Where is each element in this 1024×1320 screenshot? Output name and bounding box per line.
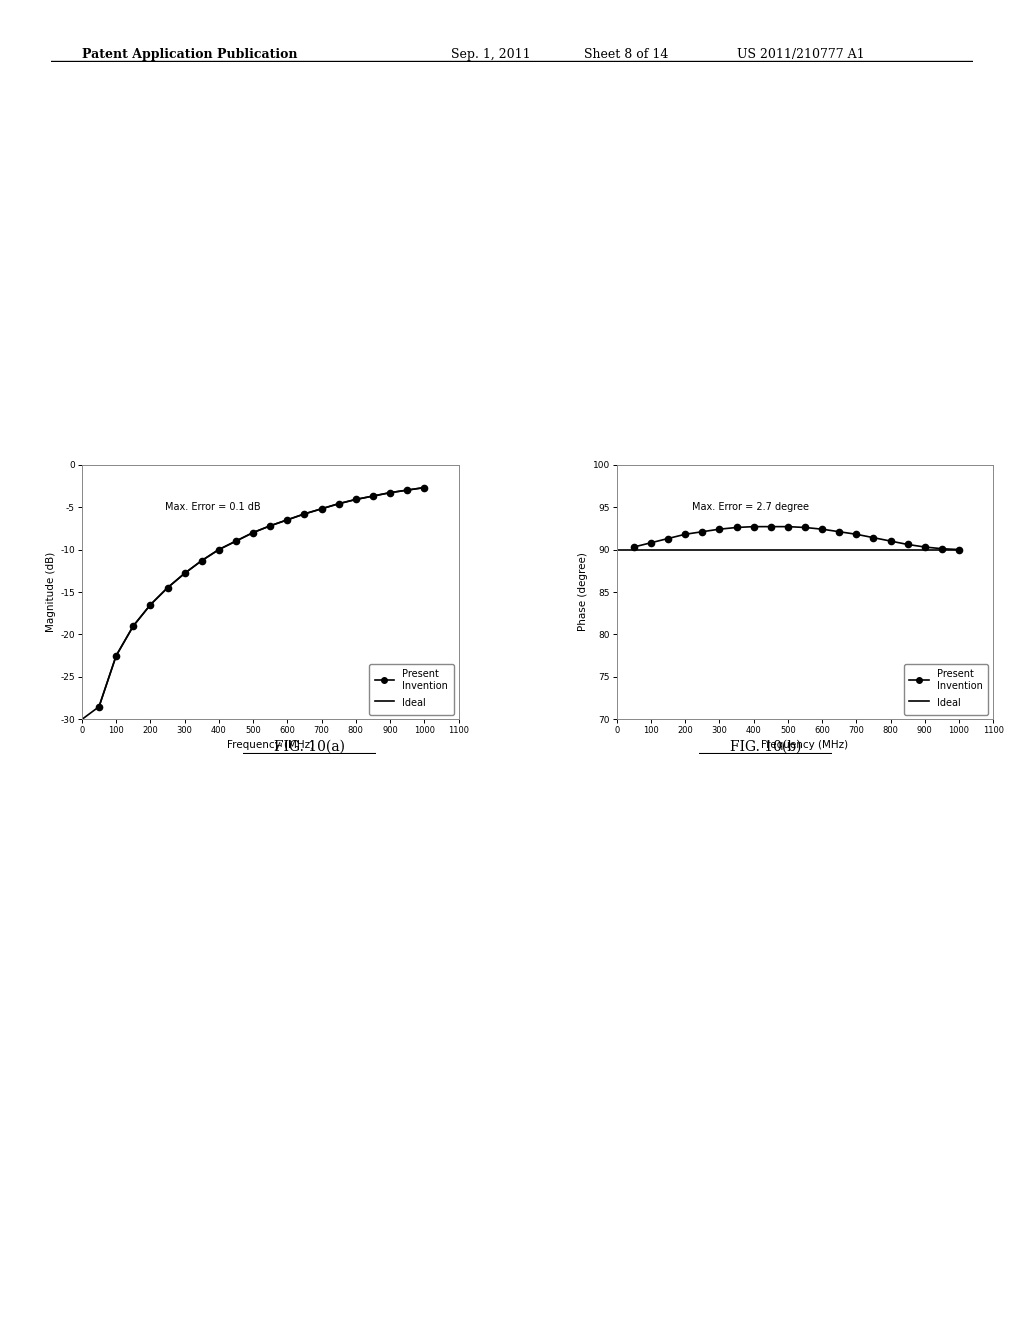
Y-axis label: Magnitude (dB): Magnitude (dB) bbox=[46, 552, 56, 632]
Legend: Present
Invention, Ideal: Present Invention, Ideal bbox=[369, 664, 454, 714]
Text: Max. Error = 2.7 degree: Max. Error = 2.7 degree bbox=[692, 503, 809, 512]
Text: Patent Application Publication: Patent Application Publication bbox=[82, 48, 297, 61]
Text: Sep. 1, 2011: Sep. 1, 2011 bbox=[451, 48, 530, 61]
X-axis label: Frequency (MHz): Frequency (MHz) bbox=[762, 739, 849, 750]
Y-axis label: Phase (degree): Phase (degree) bbox=[579, 553, 589, 631]
Text: US 2011/210777 A1: US 2011/210777 A1 bbox=[737, 48, 865, 61]
Text: FIG. 10(b): FIG. 10(b) bbox=[730, 739, 801, 754]
Text: Max. Error = 0.1 dB: Max. Error = 0.1 dB bbox=[165, 503, 260, 512]
X-axis label: Frequency (MHz): Frequency (MHz) bbox=[226, 739, 313, 750]
Legend: Present
Invention, Ideal: Present Invention, Ideal bbox=[903, 664, 988, 714]
Text: FIG. 10(a): FIG. 10(a) bbox=[274, 739, 345, 754]
Text: Sheet 8 of 14: Sheet 8 of 14 bbox=[584, 48, 668, 61]
